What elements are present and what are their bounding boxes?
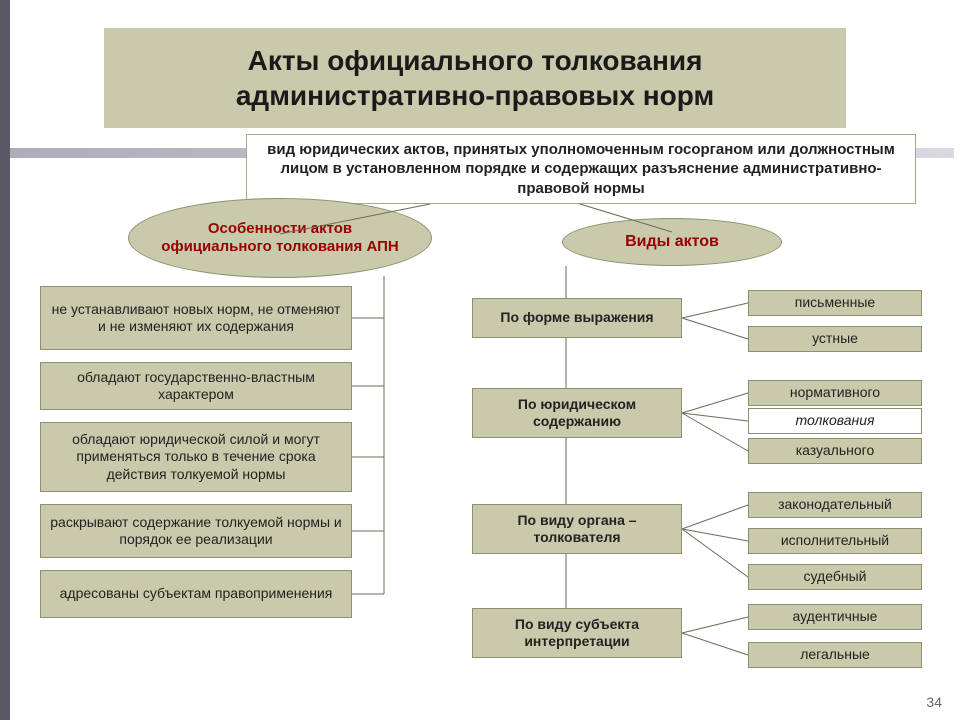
category-box: По форме выражения bbox=[472, 298, 682, 338]
subtype-box: казуального bbox=[748, 438, 922, 464]
subtype-box: толкования bbox=[748, 408, 922, 434]
category-box: По виду субъекта интерпретации bbox=[472, 608, 682, 658]
subtype-box: судебный bbox=[748, 564, 922, 590]
types-header-ellipse: Виды актов bbox=[562, 218, 782, 266]
category-box: По юридическом содержанию bbox=[472, 388, 682, 438]
subtype-box: аудентичные bbox=[748, 604, 922, 630]
features-header-ellipse: Особенности актов официального толковани… bbox=[128, 198, 432, 278]
subtype-box: письменные bbox=[748, 290, 922, 316]
page-title: Акты официального толкования администрат… bbox=[104, 28, 846, 128]
subtype-box: устные bbox=[748, 326, 922, 352]
feature-box: обладают государственно-властным характе… bbox=[40, 362, 352, 410]
subtype-box: легальные bbox=[748, 642, 922, 668]
category-box: По виду органа – толкователя bbox=[472, 504, 682, 554]
feature-box: раскрывают содержание толкуемой нормы и … bbox=[40, 504, 352, 558]
feature-box: обладают юридической силой и могут приме… bbox=[40, 422, 352, 492]
subtype-box: нормативного bbox=[748, 380, 922, 406]
feature-box: адресованы субъектам правоприменения bbox=[40, 570, 352, 618]
feature-box: не устанавливают новых норм, не отменяют… bbox=[40, 286, 352, 350]
subtype-box: исполнительный bbox=[748, 528, 922, 554]
definition-box: вид юридических актов, принятых уполномо… bbox=[246, 134, 916, 204]
side-accent-bar bbox=[0, 0, 10, 720]
subtype-box: законодательный bbox=[748, 492, 922, 518]
page-number: 34 bbox=[926, 694, 942, 710]
